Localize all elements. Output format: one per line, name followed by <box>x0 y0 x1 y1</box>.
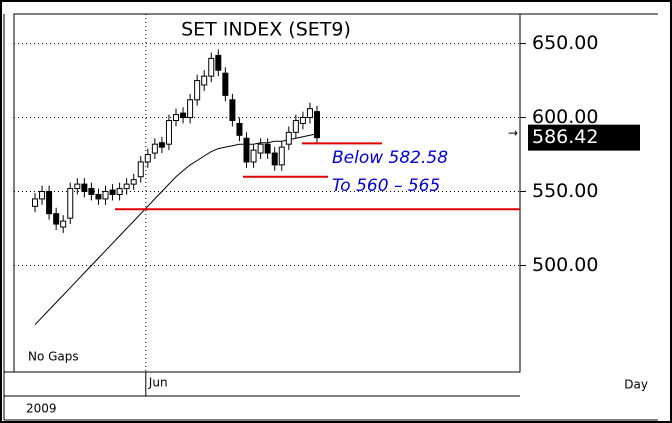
candle-body <box>180 112 187 119</box>
candle-body <box>102 191 109 200</box>
y-tick-label: 550.00 <box>532 180 598 202</box>
x-tick-label: Jun <box>148 376 168 390</box>
candle-body <box>299 117 306 124</box>
candle-body <box>144 154 151 163</box>
candle-body <box>194 80 201 101</box>
candle-body <box>130 179 137 185</box>
candle-body <box>208 57 215 77</box>
moving-average <box>34 133 318 326</box>
note: No Gaps <box>28 350 79 364</box>
candle-body <box>53 213 60 225</box>
candle-body <box>236 122 243 136</box>
last-price-label: 586.42 <box>532 126 598 148</box>
candle-body <box>271 152 278 166</box>
candle-body <box>278 146 285 166</box>
y-tick-label: 650.00 <box>532 32 598 54</box>
candle-body <box>88 188 95 195</box>
candle-body <box>67 188 74 219</box>
period-label: Day <box>624 378 648 392</box>
candle-body <box>215 54 222 71</box>
annotation: To 560 – 565 <box>332 176 440 196</box>
candle-body <box>151 143 158 154</box>
candle-body <box>222 72 229 96</box>
candle-body <box>243 137 250 163</box>
candle-body <box>158 142 165 148</box>
y-tick-label: 500.00 <box>532 254 598 276</box>
chart-title: SET INDEX (SET9) <box>181 19 351 41</box>
candle-body <box>257 143 264 154</box>
candle-body <box>201 75 208 86</box>
candle-body <box>314 111 320 139</box>
candle-body <box>292 120 299 133</box>
candle-body <box>32 198 38 207</box>
candle-body <box>46 191 53 215</box>
candle-body <box>229 99 236 122</box>
candle-body <box>74 183 81 190</box>
annotation: Below 582.58 <box>332 148 448 168</box>
candle-body <box>165 120 172 145</box>
candle-body <box>123 183 130 190</box>
candle-body <box>306 108 313 119</box>
candle-body <box>116 188 123 195</box>
y-tick-label: 600.00 <box>532 106 598 128</box>
candle-body <box>39 191 46 200</box>
candle-body <box>81 183 88 193</box>
candle-body <box>285 131 292 145</box>
candle-body <box>137 161 144 178</box>
candle-body <box>95 193 102 200</box>
candle-body <box>187 99 194 119</box>
candle-body <box>173 114 179 122</box>
candle-body <box>60 220 67 228</box>
candle-body <box>109 189 116 195</box>
last-price-box <box>528 124 640 151</box>
year-label: 2009 <box>26 402 57 416</box>
plot-border <box>13 13 521 373</box>
candle-body <box>264 143 271 154</box>
candle-body <box>250 149 257 163</box>
last-price-arrow: → <box>508 126 518 140</box>
